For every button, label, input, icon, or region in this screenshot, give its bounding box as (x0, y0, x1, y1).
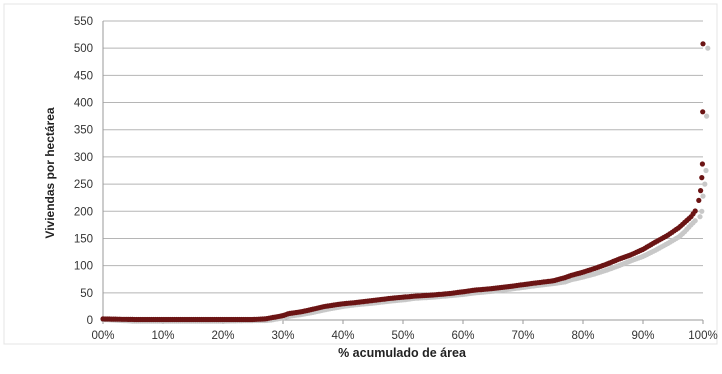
x-tick-label: 80% (571, 330, 594, 342)
plot-area (100, 41, 711, 324)
y-tick-label: 200 (74, 206, 93, 218)
x-tick-label: 70% (511, 330, 534, 342)
y-tick-label: 50 (80, 288, 93, 300)
y-tick-label: 450 (74, 70, 93, 82)
x-tick-label: 60% (451, 330, 474, 342)
y-axis-label: Viviendas por hectárea (43, 107, 57, 239)
gridlines (3, 3, 718, 345)
data-point (700, 109, 706, 115)
x-tick-label: 50% (391, 330, 414, 342)
y-tick-label: 100 (74, 261, 93, 273)
x-tick-label: 10% (151, 330, 174, 342)
data-point (698, 188, 704, 194)
x-tick-label: 40% (331, 330, 354, 342)
chart-border (3, 3, 718, 345)
y-tick-label: 150 (74, 233, 93, 245)
x-tick-label: 30% (271, 330, 294, 342)
y-tick-label: 250 (74, 179, 93, 191)
data-point (700, 41, 706, 47)
y-tick-label: 300 (74, 152, 93, 164)
data-point (704, 113, 710, 119)
y-tick-label: 550 (74, 16, 93, 28)
data-point (702, 181, 708, 187)
data-point (700, 193, 706, 199)
y-tick-label: 350 (74, 125, 93, 137)
y-tick-label: 0 (87, 315, 93, 327)
data-point (696, 197, 702, 203)
y-tick-label: 400 (74, 98, 93, 110)
data-point (697, 214, 703, 220)
series-group (100, 45, 711, 324)
x-axis-ticks: 00% 10% 20% 30% 40% 50% 60% 70% 80% 90% 100% (91, 330, 717, 342)
x-tick-label: 20% (211, 330, 234, 342)
data-point (699, 208, 705, 214)
x-tick-label: 00% (91, 330, 114, 342)
data-point (699, 175, 705, 181)
y-axis-ticks: 0 50 100 150 200 250 300 350 400 450 500 550 (74, 16, 93, 327)
data-point (692, 208, 698, 214)
data-point (703, 167, 709, 174)
x-tick-label: 90% (631, 330, 654, 342)
x-axis-label: % acumulado de área (338, 346, 467, 360)
data-point (705, 45, 711, 51)
x-tick-label: 100% (688, 330, 717, 342)
data-point (699, 161, 706, 167)
y-tick-label: 500 (74, 43, 93, 55)
series-group (100, 41, 706, 323)
data-point (692, 218, 698, 224)
